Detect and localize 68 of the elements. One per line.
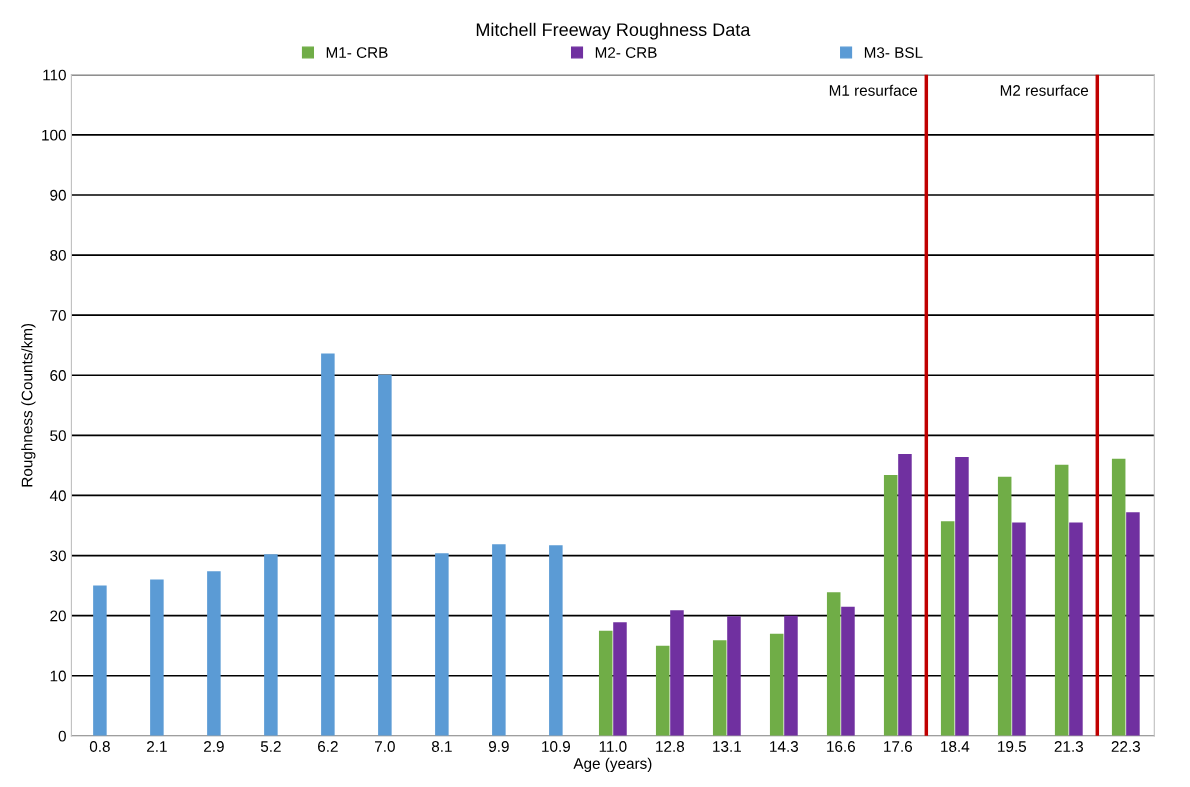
bar — [826, 592, 841, 736]
y-tick-label: 30 — [50, 550, 66, 562]
annotation: M1 resurface — [829, 84, 918, 96]
bar — [492, 544, 506, 736]
x-tick-label: 18.4 — [941, 741, 970, 752]
y-tick-label: 10 — [50, 670, 66, 682]
x-tick-label: 11.0 — [599, 741, 627, 752]
x-tick-label: 2.1 — [147, 741, 167, 752]
x-tick-label: 5.2 — [260, 741, 281, 752]
x-tick-label: 19.5 — [998, 741, 1027, 752]
bar — [955, 456, 969, 736]
y-tick-label: 50 — [50, 430, 66, 442]
bar — [898, 453, 912, 736]
bar — [1012, 522, 1026, 736]
x-tick-label: 13.1 — [713, 741, 741, 752]
bar — [435, 553, 449, 736]
bar — [712, 640, 727, 736]
bar — [598, 630, 613, 736]
bar — [1069, 522, 1083, 736]
bar — [264, 554, 278, 736]
x-tick-label: 12.8 — [656, 741, 685, 752]
annotation: M2 resurface — [1000, 84, 1089, 96]
x-tick-label: 7.0 — [375, 741, 395, 752]
x-axis-title: Age (years) — [573, 757, 652, 772]
bar — [1111, 458, 1126, 736]
x-tick-label: 17.6 — [884, 741, 913, 752]
bar — [207, 571, 221, 736]
legend-label: M3- BSL — [864, 47, 923, 58]
bar — [841, 606, 855, 736]
chart-title: Mitchell Freeway Roughness Data — [476, 22, 751, 40]
x-tick-label: 6.2 — [318, 741, 338, 752]
bar — [997, 476, 1012, 736]
bar — [883, 475, 898, 736]
y-tick-label: 90 — [50, 189, 66, 201]
y-tick-label: 110 — [43, 69, 66, 81]
bar — [1126, 512, 1140, 736]
legend-label: M2- CRB — [595, 47, 657, 58]
x-tick-label: 14.3 — [770, 741, 799, 752]
bar — [655, 645, 670, 736]
bar — [150, 579, 164, 736]
bar — [93, 585, 107, 736]
bar — [784, 615, 798, 736]
y-tick-label: 70 — [50, 310, 66, 321]
bar — [549, 545, 563, 736]
x-tick-label: 16.6 — [827, 741, 856, 752]
y-tick-label: 100 — [42, 129, 66, 141]
bar — [378, 374, 392, 736]
bar — [670, 610, 684, 736]
bar — [940, 521, 955, 736]
y-axis-title: Roughness (Counts/km) — [21, 323, 36, 487]
y-tick-label: 80 — [50, 249, 66, 261]
legend-label: M1- CRB — [326, 47, 388, 58]
x-tick-label: 21.3 — [1054, 741, 1084, 752]
bar — [769, 633, 784, 736]
bar — [613, 622, 627, 736]
y-tick-label: 0 — [58, 730, 66, 742]
y-tick-label: 60 — [50, 370, 66, 381]
x-tick-label: 9.9 — [488, 741, 509, 752]
bar — [1054, 464, 1069, 736]
y-tick-label: 20 — [50, 610, 66, 622]
bar — [727, 616, 741, 736]
x-tick-label: 22.3 — [1111, 741, 1140, 752]
x-tick-label: 2.9 — [204, 741, 224, 752]
x-tick-label: 8.1 — [431, 741, 452, 752]
bar — [321, 353, 335, 736]
x-tick-label: 10.9 — [542, 741, 570, 752]
y-tick-label: 40 — [49, 490, 66, 502]
x-tick-label: 0.8 — [89, 741, 110, 752]
